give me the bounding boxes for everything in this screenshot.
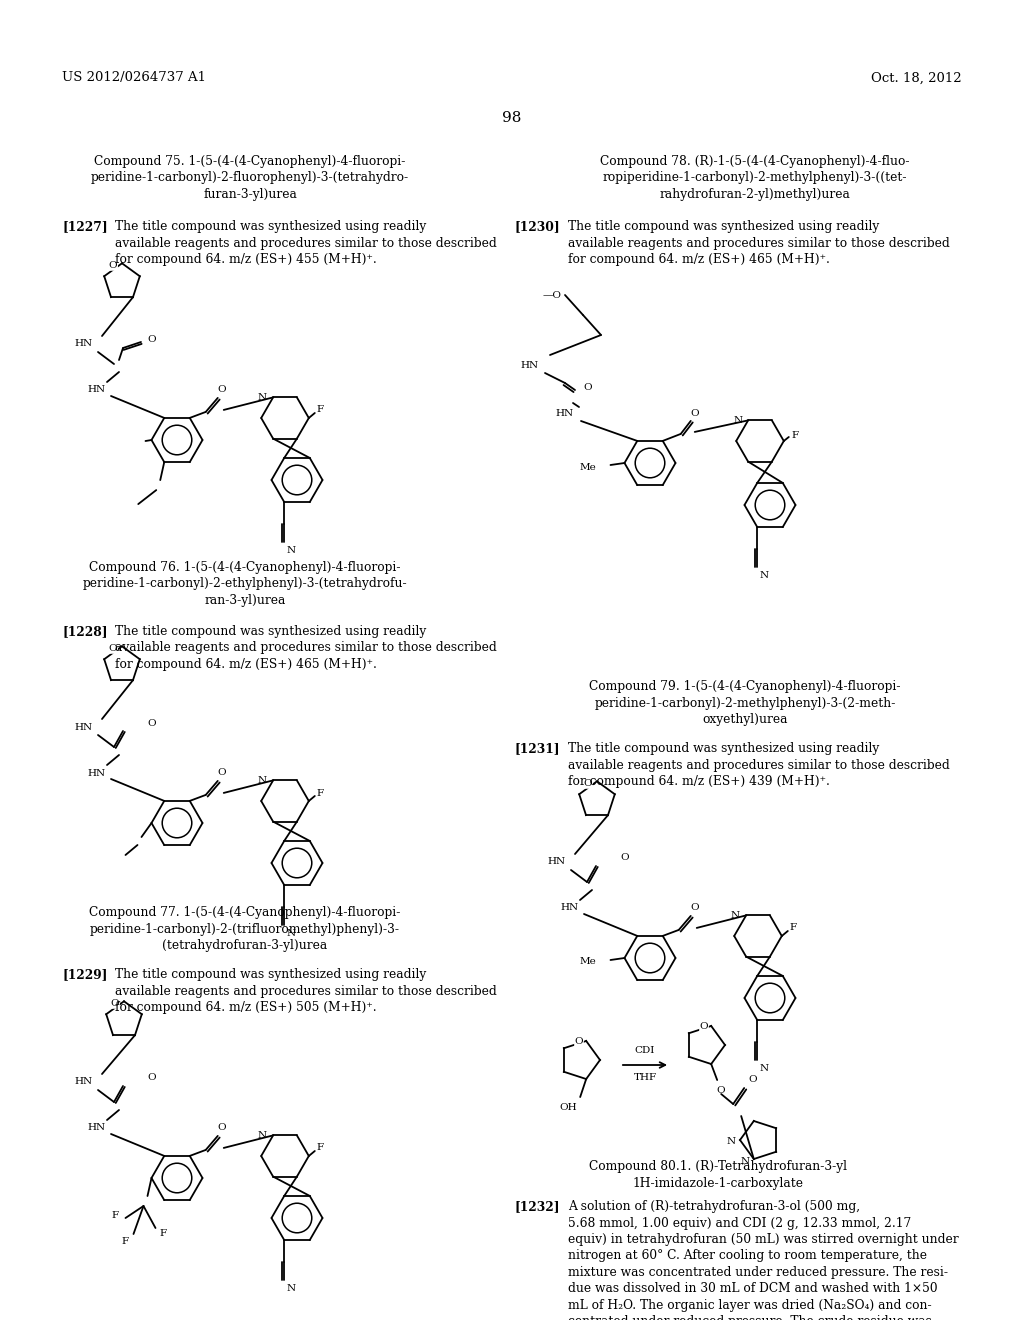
Text: Compound 77. 1-(5-(4-(4-Cyanophenyl)-4-fluoropi-
peridine-1-carbonyl)-2-(trifluo: Compound 77. 1-(5-(4-(4-Cyanophenyl)-4-f… [89,906,400,952]
Text: F: F [316,405,324,414]
Text: N: N [287,1284,295,1294]
Text: O: O [620,854,629,862]
Text: O: O [147,335,156,345]
Text: O: O [699,1022,709,1031]
Text: F: F [316,1143,324,1152]
Text: Oct. 18, 2012: Oct. 18, 2012 [871,71,962,84]
Text: OH: OH [559,1104,577,1111]
Text: O: O [583,383,592,392]
Text: Compound 79. 1-(5-(4-(4-Cyanophenyl)-4-fluoropi-
peridine-1-carbonyl)-2-methylph: Compound 79. 1-(5-(4-(4-Cyanophenyl)-4-f… [589,680,901,726]
Text: [1229]: [1229] [62,968,108,981]
Text: HN: HN [75,722,93,731]
Text: HN: HN [88,385,106,395]
Text: O: O [147,718,156,727]
Text: N: N [287,929,295,939]
Text: O: O [574,1038,584,1047]
Text: F: F [792,430,799,440]
Text: HN: HN [556,408,574,417]
Text: F: F [790,924,797,932]
Text: N: N [759,1064,768,1073]
Text: N: N [734,416,743,425]
Text: [1230]: [1230] [515,220,560,234]
Text: O: O [109,261,118,271]
Text: N: N [258,1131,267,1140]
Text: Compound 80.1. (R)-Tetrahydrofuran-3-yl
1H-imidazole-1-carboxylate: Compound 80.1. (R)-Tetrahydrofuran-3-yl … [589,1160,847,1189]
Text: A solution of (R)-tetrahydrofuran-3-ol (500 mg,
5.68 mmol, 1.00 equiv) and CDI (: A solution of (R)-tetrahydrofuran-3-ol (… [568,1200,958,1320]
Text: —O: —O [543,290,562,300]
Text: The title compound was synthesized using readily
available reagents and procedur: The title compound was synthesized using… [568,220,949,267]
Text: N: N [727,1138,736,1147]
Text: O: O [217,1123,226,1133]
Text: US 2012/0264737 A1: US 2012/0264737 A1 [62,71,206,84]
Text: O: O [690,409,699,418]
Text: O: O [217,385,226,393]
Text: Compound 75. 1-(5-(4-(4-Cyanophenyl)-4-fluoropi-
peridine-1-carbonyl)-2-fluoroph: Compound 75. 1-(5-(4-(4-Cyanophenyl)-4-f… [91,154,409,201]
Text: O: O [109,644,118,653]
Text: N: N [740,1156,750,1166]
Text: [1228]: [1228] [62,624,108,638]
Text: HN: HN [561,903,579,912]
Text: O: O [111,999,120,1008]
Text: [1232]: [1232] [515,1200,560,1213]
Text: [1227]: [1227] [62,220,108,234]
Text: N: N [731,911,740,920]
Text: O: O [584,779,593,788]
Text: HN: HN [75,339,93,348]
Text: THF: THF [634,1073,656,1082]
Text: The title compound was synthesized using readily
available reagents and procedur: The title compound was synthesized using… [115,624,497,671]
Text: The title compound was synthesized using readily
available reagents and procedur: The title compound was synthesized using… [115,968,497,1014]
Text: N: N [258,776,267,785]
Text: F: F [112,1212,119,1221]
Text: [1231]: [1231] [515,742,560,755]
Text: F: F [160,1229,167,1238]
Text: HN: HN [548,858,566,866]
Text: O: O [147,1073,156,1082]
Text: F: F [316,788,324,797]
Text: O: O [749,1074,757,1084]
Text: O: O [717,1086,725,1096]
Text: N: N [287,546,295,556]
Text: The title compound was synthesized using readily
available reagents and procedur: The title compound was synthesized using… [115,220,497,267]
Text: CDI: CDI [635,1045,655,1055]
Text: HN: HN [75,1077,93,1086]
Text: F: F [122,1237,129,1246]
Text: N: N [258,393,267,401]
Text: Compound 78. (R)-1-(5-(4-(4-Cyanophenyl)-4-fluo-
ropiperidine-1-carbonyl)-2-meth: Compound 78. (R)-1-(5-(4-(4-Cyanophenyl)… [600,154,909,201]
Text: HN: HN [521,360,539,370]
Text: HN: HN [88,1123,106,1133]
Text: N: N [759,572,768,579]
Text: 98: 98 [503,111,521,125]
Text: O: O [217,768,226,777]
Text: Me: Me [580,957,597,966]
Text: The title compound was synthesized using readily
available reagents and procedur: The title compound was synthesized using… [568,742,949,788]
Text: O: O [690,903,699,912]
Text: HN: HN [88,768,106,777]
Text: Compound 76. 1-(5-(4-(4-Cyanophenyl)-4-fluoropi-
peridine-1-carbonyl)-2-ethylphe: Compound 76. 1-(5-(4-(4-Cyanophenyl)-4-f… [83,561,408,607]
Text: Me: Me [580,462,597,471]
